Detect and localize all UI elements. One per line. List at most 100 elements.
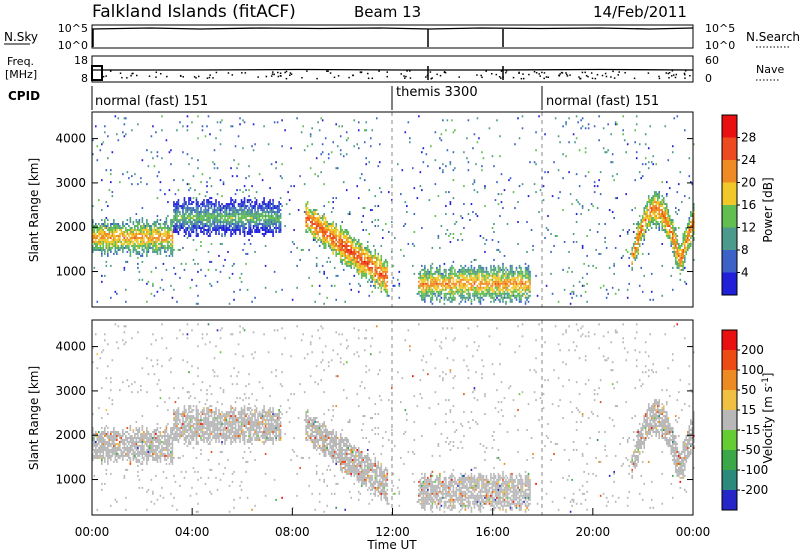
power-cell [305, 209, 307, 212]
power-cell [671, 219, 674, 222]
power-cell [249, 225, 252, 228]
power-cell [670, 219, 673, 222]
power-cell [677, 248, 680, 251]
power-cell [362, 262, 365, 265]
power-cell [261, 232, 264, 235]
power-cell [442, 276, 444, 279]
power-cell [320, 227, 322, 229]
power-cell [317, 217, 319, 220]
power-cell [422, 286, 425, 289]
colorbar-swatch [722, 272, 737, 295]
power-cell [652, 298, 655, 301]
power-cell [342, 248, 345, 251]
power-cell [628, 282, 630, 285]
power-cell [156, 238, 159, 241]
power-cell [506, 286, 509, 289]
power-cell [233, 213, 235, 216]
power-cell [476, 290, 479, 293]
power-cell [503, 292, 506, 295]
power-cell [377, 286, 380, 289]
power-cell [92, 225, 94, 228]
power-cell [105, 242, 108, 245]
power-cell [248, 175, 250, 178]
power-cell [101, 252, 103, 255]
power-cell [514, 290, 516, 293]
power-cell [505, 300, 507, 303]
freq-tick-top: 18 [74, 54, 88, 67]
power-cell [93, 227, 96, 229]
power-cell [152, 230, 154, 233]
power-cell [473, 280, 476, 283]
power-cell [228, 229, 231, 231]
power-cell [368, 272, 371, 275]
power-cell [529, 288, 531, 291]
power-cell [442, 169, 444, 172]
power-cell [375, 278, 378, 281]
power-cell [143, 232, 145, 235]
power-cell [117, 246, 120, 249]
power-cell [234, 207, 237, 210]
power-cell [644, 205, 647, 208]
power-cell [339, 135, 342, 138]
power-cell [442, 282, 444, 285]
power-cell [518, 274, 521, 277]
power-cell [374, 252, 377, 255]
power-cell [384, 288, 387, 291]
power-cell [551, 292, 554, 295]
power-cell [368, 294, 371, 297]
power-cell [649, 205, 652, 208]
power-cell [243, 217, 246, 220]
power-cell [440, 272, 443, 275]
power-cell [153, 242, 156, 245]
power-cell [156, 229, 159, 231]
power-cell [231, 217, 234, 220]
power-cell [479, 284, 482, 287]
power-cell [470, 260, 473, 263]
power-cell [686, 227, 689, 229]
power-cell [108, 242, 111, 245]
power-cell [168, 254, 171, 257]
power-cell [225, 229, 228, 231]
power-cell [421, 282, 423, 285]
power-cell [132, 250, 135, 253]
power-cell [147, 165, 150, 168]
power-cell [219, 207, 222, 210]
power-cell [347, 252, 350, 255]
power-cell [404, 223, 407, 226]
power-cell [505, 270, 507, 273]
power-cell [339, 240, 342, 243]
power-cell [177, 189, 180, 192]
power-cell [554, 117, 557, 120]
nave-dot [132, 72, 134, 75]
power-cell [439, 167, 441, 170]
power-cell [198, 227, 201, 229]
power-cell [381, 266, 384, 269]
power-cell [242, 211, 244, 214]
nave-dot [403, 75, 405, 77]
power-cell [491, 288, 494, 291]
power-cell [434, 131, 437, 134]
power-cell [509, 268, 512, 271]
power-cell [219, 215, 222, 218]
power-cell [246, 252, 249, 255]
power-cell [111, 232, 114, 235]
power-cell [689, 211, 692, 214]
power-cell [448, 234, 450, 237]
power-cell [596, 185, 599, 188]
power-cell [158, 238, 160, 241]
power-cell [210, 185, 213, 188]
power-cell [460, 274, 462, 277]
power-cell [92, 240, 94, 243]
power-cell [242, 205, 244, 208]
power-cell [494, 276, 497, 279]
power-cell [245, 262, 247, 265]
power-cell [454, 167, 456, 170]
power-cell [431, 276, 434, 279]
power-cell [688, 230, 691, 233]
power-cell [113, 232, 115, 235]
power-cell [209, 232, 211, 235]
power-cell [499, 270, 501, 273]
power-cell [146, 223, 148, 226]
power-cell [455, 280, 458, 283]
power-cell [198, 205, 201, 208]
